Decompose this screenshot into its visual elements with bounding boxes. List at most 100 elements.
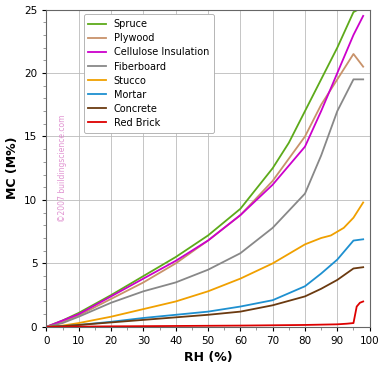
Concrete bbox=[351, 266, 356, 271]
Spruce bbox=[76, 311, 81, 315]
Plywood bbox=[76, 313, 81, 318]
Fiberboard bbox=[319, 153, 323, 158]
Line: Red Brick: Red Brick bbox=[46, 302, 363, 327]
Concrete bbox=[76, 323, 81, 327]
Spruce bbox=[335, 46, 340, 50]
Fiberboard bbox=[351, 77, 356, 81]
Fiberboard bbox=[141, 289, 146, 293]
Line: Fiberboard: Fiberboard bbox=[46, 79, 363, 327]
Spruce bbox=[351, 10, 356, 14]
Mortar bbox=[206, 309, 210, 314]
Plywood bbox=[238, 213, 243, 218]
Stucco bbox=[328, 233, 333, 238]
Plywood bbox=[270, 179, 275, 183]
Stucco bbox=[206, 289, 210, 293]
Spruce bbox=[270, 166, 275, 171]
Stucco bbox=[335, 229, 340, 234]
Concrete bbox=[60, 324, 65, 329]
Cellulose Insulation bbox=[351, 33, 356, 37]
Stucco bbox=[141, 307, 146, 311]
Cellulose Insulation bbox=[60, 318, 65, 323]
Red Brick bbox=[303, 323, 307, 327]
Stucco bbox=[361, 200, 365, 205]
Red Brick bbox=[76, 324, 81, 329]
Plywood bbox=[361, 64, 365, 69]
Y-axis label: MC (M%): MC (M%) bbox=[5, 137, 18, 199]
Stucco bbox=[238, 276, 243, 281]
Fiberboard bbox=[238, 251, 243, 255]
Red Brick bbox=[351, 321, 356, 325]
Fiberboard bbox=[76, 314, 81, 319]
Red Brick bbox=[44, 324, 49, 329]
Concrete bbox=[361, 265, 365, 269]
Concrete bbox=[303, 294, 307, 299]
Stucco bbox=[303, 242, 307, 246]
Red Brick bbox=[361, 299, 365, 304]
Text: ©2007 buildingscience.com: ©2007 buildingscience.com bbox=[58, 114, 67, 222]
Fiberboard bbox=[109, 300, 113, 305]
Stucco bbox=[44, 324, 49, 329]
Cellulose Insulation bbox=[109, 294, 113, 299]
Plywood bbox=[351, 52, 356, 56]
Spruce bbox=[361, 5, 365, 9]
Line: Spruce: Spruce bbox=[46, 7, 363, 327]
Line: Mortar: Mortar bbox=[46, 239, 363, 327]
Cellulose Insulation bbox=[238, 213, 243, 218]
Fiberboard bbox=[173, 280, 178, 285]
Cellulose Insulation bbox=[76, 312, 81, 316]
Plywood bbox=[44, 324, 49, 329]
Stucco bbox=[60, 323, 65, 328]
Plywood bbox=[206, 238, 210, 243]
Line: Plywood: Plywood bbox=[46, 54, 363, 327]
Fiberboard bbox=[44, 324, 49, 329]
Red Brick bbox=[109, 324, 113, 329]
Fiberboard bbox=[60, 321, 65, 325]
Cellulose Insulation bbox=[319, 109, 323, 113]
Fiberboard bbox=[206, 268, 210, 272]
Cellulose Insulation bbox=[361, 14, 365, 18]
Stucco bbox=[76, 321, 81, 325]
Spruce bbox=[60, 318, 65, 323]
Stucco bbox=[319, 236, 323, 240]
Concrete bbox=[206, 313, 210, 317]
Cellulose Insulation bbox=[141, 276, 146, 281]
Fiberboard bbox=[303, 191, 307, 196]
Stucco bbox=[270, 261, 275, 266]
Mortar bbox=[44, 324, 49, 329]
Mortar bbox=[361, 237, 365, 242]
Fiberboard bbox=[335, 109, 340, 113]
Mortar bbox=[303, 284, 307, 289]
Spruce bbox=[303, 109, 307, 113]
Fiberboard bbox=[270, 226, 275, 230]
Plywood bbox=[60, 320, 65, 324]
Cellulose Insulation bbox=[206, 238, 210, 243]
Concrete bbox=[44, 324, 49, 329]
Fiberboard bbox=[361, 77, 365, 81]
Cellulose Insulation bbox=[173, 259, 178, 263]
Plywood bbox=[335, 77, 340, 81]
Mortar bbox=[141, 316, 146, 320]
Mortar bbox=[173, 313, 178, 317]
Concrete bbox=[319, 286, 323, 291]
Spruce bbox=[319, 77, 323, 81]
Plywood bbox=[109, 297, 113, 301]
Concrete bbox=[141, 318, 146, 322]
Spruce bbox=[206, 233, 210, 238]
Plywood bbox=[319, 102, 323, 107]
Concrete bbox=[335, 278, 340, 282]
Line: Cellulose Insulation: Cellulose Insulation bbox=[46, 16, 363, 327]
Spruce bbox=[44, 324, 49, 329]
Plywood bbox=[303, 134, 307, 139]
Stucco bbox=[351, 215, 356, 220]
Red Brick bbox=[335, 322, 340, 327]
Mortar bbox=[270, 298, 275, 302]
Mortar bbox=[335, 258, 340, 262]
Red Brick bbox=[173, 324, 178, 328]
Line: Concrete: Concrete bbox=[46, 267, 363, 327]
X-axis label: RH (%): RH (%) bbox=[184, 352, 232, 364]
Spruce bbox=[141, 274, 146, 278]
Plywood bbox=[173, 261, 178, 266]
Mortar bbox=[319, 271, 323, 276]
Mortar bbox=[60, 324, 65, 329]
Mortar bbox=[238, 305, 243, 309]
